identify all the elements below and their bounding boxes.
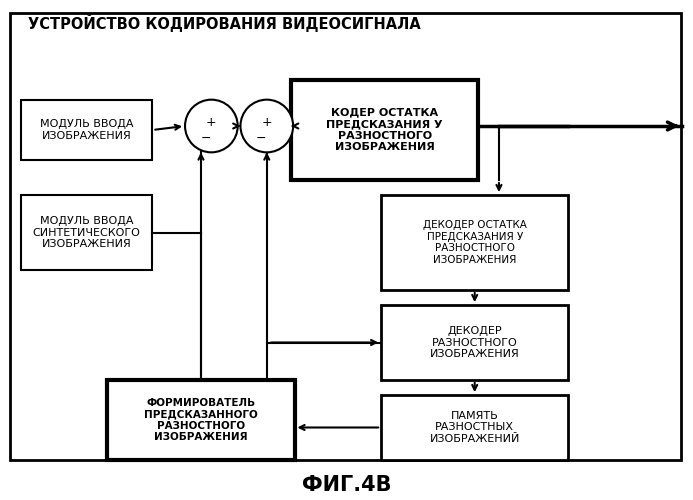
- Text: −: −: [256, 132, 267, 145]
- Text: ПАМЯТЬ
РАЗНОСТНЫХ
ИЗОБРАЖЕНИЙ: ПАМЯТЬ РАЗНОСТНЫХ ИЗОБРАЖЕНИЙ: [430, 411, 520, 444]
- Bar: [21, 195, 152, 270]
- Text: ФИГ.4В: ФИГ.4В: [301, 475, 392, 495]
- Bar: [381, 395, 568, 460]
- Text: −: −: [200, 132, 211, 145]
- Bar: [107, 380, 295, 460]
- Text: КОДЕР ОСТАТКА
ПРЕДСКАЗАНИЯ У
РАЗНОСТНОГО
ИЗОБРАЖЕНИЯ: КОДЕР ОСТАТКА ПРЕДСКАЗАНИЯ У РАЗНОСТНОГО…: [326, 108, 443, 152]
- Ellipse shape: [185, 100, 238, 152]
- Bar: [291, 80, 478, 180]
- Text: МОДУЛЬ ВВОДА
ИЗОБРАЖЕНИЯ: МОДУЛЬ ВВОДА ИЗОБРАЖЕНИЯ: [40, 119, 133, 141]
- Bar: [10, 12, 681, 460]
- Text: +: +: [261, 116, 272, 128]
- Text: ДЕКОДЕР
РАЗНОСТНОГО
ИЗОБРАЖЕНИЯ: ДЕКОДЕР РАЗНОСТНОГО ИЗОБРАЖЕНИЯ: [430, 326, 520, 359]
- Text: УСТРОЙСТВО КОДИРОВАНИЯ ВИДЕОСИГНАЛА: УСТРОЙСТВО КОДИРОВАНИЯ ВИДЕОСИГНАЛА: [28, 14, 421, 32]
- Text: МОДУЛЬ ВВОДА
СИНТЕТИЧЕСКОГО
ИЗОБРАЖЕНИЯ: МОДУЛЬ ВВОДА СИНТЕТИЧЕСКОГО ИЗОБРАЖЕНИЯ: [33, 216, 141, 249]
- Text: +: +: [206, 116, 217, 128]
- Bar: [21, 100, 152, 160]
- Ellipse shape: [240, 100, 293, 152]
- Bar: [381, 305, 568, 380]
- Text: ДЕКОДЕР ОСТАТКА
ПРЕДСКАЗАНИЯ У
РАЗНОСТНОГО
ИЗОБРАЖЕНИЯ: ДЕКОДЕР ОСТАТКА ПРЕДСКАЗАНИЯ У РАЗНОСТНО…: [423, 220, 527, 265]
- Bar: [381, 195, 568, 290]
- Text: ФОРМИРОВАТЕЛЬ
ПРЕДСКАЗАННОГО
РАЗНОСТНОГО
ИЗОБРАЖЕНИЯ: ФОРМИРОВАТЕЛЬ ПРЕДСКАЗАННОГО РАЗНОСТНОГО…: [144, 398, 258, 442]
